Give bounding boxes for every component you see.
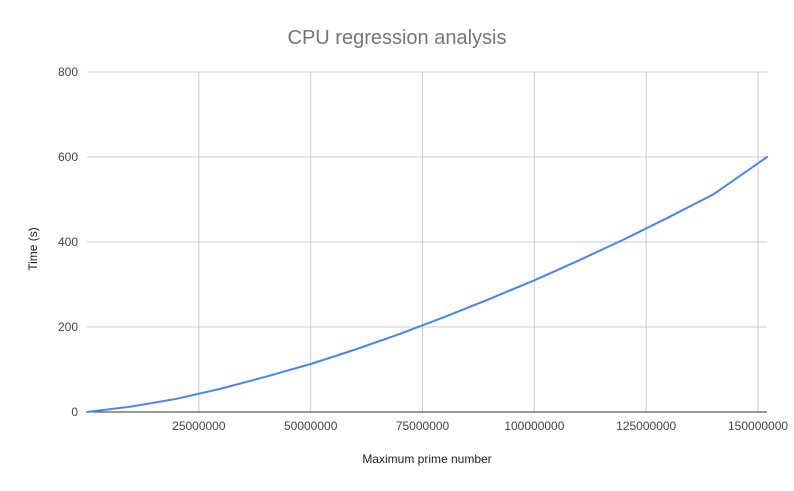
y-tick-label: 0 bbox=[71, 405, 78, 419]
y-tick-label: 800 bbox=[58, 65, 78, 79]
x-tick-label: 25000000 bbox=[172, 419, 226, 433]
x-tick-label: 150000000 bbox=[728, 419, 788, 433]
y-axis-label: Time (s) bbox=[26, 227, 40, 271]
x-tick-label: 125000000 bbox=[616, 419, 676, 433]
series-line bbox=[86, 156, 768, 413]
x-tick-label: 100000000 bbox=[504, 419, 564, 433]
chart-title: CPU regression analysis bbox=[288, 27, 507, 49]
y-tick-label: 600 bbox=[58, 150, 78, 164]
x-tick-label: 75000000 bbox=[396, 419, 450, 433]
y-tick-label: 200 bbox=[58, 320, 78, 334]
x-tick-label: 50000000 bbox=[284, 419, 338, 433]
y-tick-labels: 0 200 400 600 800 bbox=[58, 65, 78, 419]
series-layer bbox=[86, 156, 768, 413]
x-axis-label: Maximum prime number bbox=[362, 452, 491, 466]
grid-layer bbox=[87, 71, 767, 412]
x-tick-labels: 25000000 50000000 75000000 100000000 1250000… bbox=[172, 419, 788, 433]
y-tick-label: 400 bbox=[58, 235, 78, 249]
